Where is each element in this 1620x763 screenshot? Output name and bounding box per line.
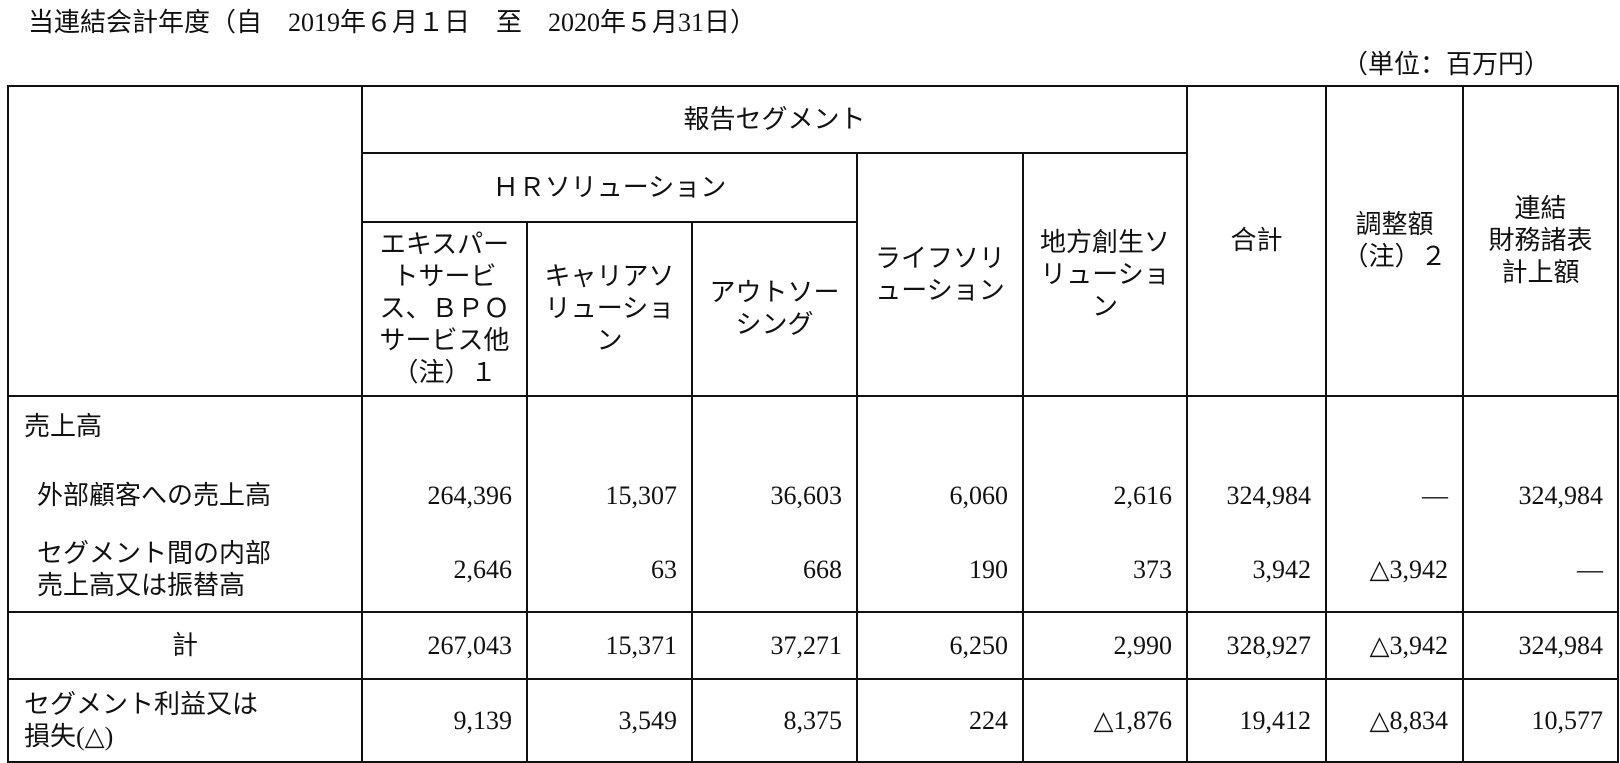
row-label: セグメント間の内部 売上高又は振替高 bbox=[7, 528, 363, 612]
text-line: ス、ＢＰＯ bbox=[379, 294, 510, 323]
value-cell: 2,646 bbox=[361, 528, 528, 612]
row-label: 計 bbox=[7, 611, 363, 679]
value-cell: 264,396 bbox=[361, 464, 528, 528]
column-header: エキスパートサービス、ＢＰＯ サービス他 （注）１ bbox=[361, 221, 528, 397]
value-cell: 37,271 bbox=[691, 611, 858, 679]
value-cell: 8,375 bbox=[691, 678, 858, 763]
text-line: （注）１ bbox=[392, 358, 497, 387]
text-line: サービス他 bbox=[379, 326, 510, 355]
value-cell: 3,549 bbox=[526, 678, 693, 763]
empty-cell bbox=[1021, 395, 1189, 464]
column-header: ライフソリ ューション bbox=[856, 152, 1024, 397]
text-line: 計 bbox=[171, 630, 198, 660]
text-line: ン bbox=[1092, 291, 1119, 321]
value-cell: 6,250 bbox=[856, 611, 1024, 679]
text-line: エキスパー bbox=[379, 230, 510, 259]
row-label: 外部顧客への売上高 bbox=[7, 464, 363, 528]
text-line: 外部顧客への売上高 bbox=[37, 481, 272, 510]
column-header: アウトソー シング bbox=[691, 221, 858, 397]
value-cell: 2,990 bbox=[1021, 611, 1189, 679]
value-cell: 668 bbox=[691, 528, 858, 612]
header-row: エキスパー トサービ ス、ＢＰＯ サービス他 （注）１ キャリアソ リューションアウトソーシ… bbox=[8, 221, 1618, 397]
title: 当連結会計年度（自 2019年６月１日 至 2020年５月31日） bbox=[28, 8, 757, 37]
value-cell: 190 bbox=[856, 528, 1024, 612]
text-line: ューション bbox=[875, 275, 1005, 305]
text-line: トサービ bbox=[392, 262, 497, 291]
data-row: 売上高 bbox=[7, 395, 1620, 464]
value-cell: ― bbox=[1325, 464, 1465, 528]
segment-table: 報告セグメント合計 調整額 （注）２ 連結財務諸表計上額 ＨＲソリューション ライフソリュ… bbox=[7, 85, 1620, 763]
corner-cell bbox=[7, 85, 363, 397]
value-cell: 373 bbox=[1021, 528, 1189, 612]
empty-cell bbox=[361, 395, 528, 464]
value-cell: △3,942 bbox=[1325, 528, 1465, 612]
empty-cell bbox=[1325, 395, 1465, 464]
value-cell: 10,577 bbox=[1462, 678, 1620, 763]
text-line: 調整額 bbox=[1355, 210, 1434, 239]
value-cell: 324,984 bbox=[1186, 464, 1328, 528]
text-line: リューショ bbox=[544, 294, 675, 323]
text-line: 合計 bbox=[1230, 226, 1283, 255]
text-line: シング bbox=[735, 310, 814, 339]
text-line: 損失(△) bbox=[24, 721, 114, 751]
value-cell: 9,139 bbox=[361, 678, 528, 763]
value-cell: 6,060 bbox=[856, 464, 1024, 528]
value-cell: 328,927 bbox=[1186, 611, 1328, 679]
value-cell: 15,307 bbox=[526, 464, 693, 528]
column-header: 連結 財務諸表 計上額 bbox=[1462, 85, 1620, 397]
data-row: 計 267,043 15,371 37,271 6,250 2,990 328,927 △3,… bbox=[7, 611, 1620, 679]
text-line: アウトソー bbox=[709, 278, 840, 307]
text-line: 計上額 bbox=[1501, 258, 1580, 287]
hr-group-header: ＨＲソリューション bbox=[361, 152, 858, 223]
row-label: セグメント利益又は 損失(△) bbox=[7, 678, 363, 763]
column-header: 合計 bbox=[1186, 85, 1328, 397]
text-line: （注）２ bbox=[1342, 242, 1447, 271]
data-row: セグメント間の内部 売上高又は振替高 2,646 63 668 190 373 3,942 △3… bbox=[7, 528, 1620, 612]
value-cell: 19,412 bbox=[1186, 678, 1328, 763]
text-line: ン bbox=[596, 326, 623, 355]
column-header: 調整額 （注）２ bbox=[1325, 85, 1465, 397]
text-line: セグメント間の内部 bbox=[37, 538, 272, 568]
text-line: ライフソリ bbox=[874, 243, 1005, 273]
value-cell: 63 bbox=[526, 528, 693, 612]
text-line: 財務諸表 bbox=[1488, 226, 1593, 255]
value-cell: 3,942 bbox=[1186, 528, 1328, 612]
header-row: ＨＲソリューション ライフソリ ューション 地方創生ソ リューション bbox=[8, 152, 1618, 397]
value-cell: 2,616 bbox=[1021, 464, 1189, 528]
value-cell: 324,984 bbox=[1462, 464, 1620, 528]
value-cell: ― bbox=[1462, 528, 1620, 612]
value-cell: 36,603 bbox=[691, 464, 858, 528]
data-row: セグメント利益又は 損失(△) 9,139 3,549 8,375 224 △1,876 19… bbox=[7, 678, 1620, 763]
text-line: 地方創生ソ bbox=[1040, 227, 1171, 257]
empty-cell bbox=[691, 395, 858, 464]
value-cell: △1,876 bbox=[1021, 678, 1189, 763]
row-label: 売上高 bbox=[7, 395, 363, 464]
value-cell: 324,984 bbox=[1462, 611, 1620, 679]
text-line: 売上高 bbox=[24, 412, 103, 441]
empty-cell bbox=[1186, 395, 1328, 464]
value-cell: 15,371 bbox=[526, 611, 693, 679]
text-line: 売上高又は振替高 bbox=[37, 570, 246, 600]
header-row: 報告セグメント合計 調整額 （注）２ 連結財務諸表計上額 bbox=[7, 85, 1620, 397]
value-cell: 224 bbox=[856, 678, 1024, 763]
text-line: キャリアソ bbox=[544, 262, 675, 291]
column-header: キャリアソリューション bbox=[526, 221, 693, 397]
text-line: セグメント利益又は bbox=[24, 689, 259, 719]
value-cell: △8,834 bbox=[1325, 678, 1465, 763]
empty-cell bbox=[1462, 395, 1620, 464]
data-row: 外部顧客への売上高 264,396 15,307 36,603 6,060 2,616 32… bbox=[7, 464, 1620, 528]
segment-group-header: 報告セグメント bbox=[360, 85, 1189, 154]
value-cell: △3,942 bbox=[1325, 611, 1465, 679]
text-line: 連結 bbox=[1514, 194, 1567, 223]
empty-cell bbox=[526, 395, 693, 464]
column-header: 地方創生ソ リューション bbox=[1021, 152, 1189, 397]
empty-cell bbox=[856, 395, 1024, 464]
value-cell: 267,043 bbox=[361, 611, 528, 679]
text-line: リューショ bbox=[1040, 259, 1170, 289]
unit: （単位：百万円） bbox=[1341, 50, 1550, 79]
